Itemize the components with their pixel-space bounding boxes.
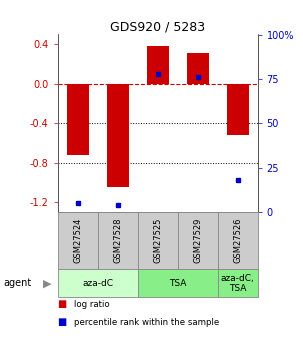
Title: GDS920 / 5283: GDS920 / 5283: [110, 20, 205, 33]
Bar: [187, 53, 208, 84]
Text: aza-dC: aza-dC: [82, 279, 113, 288]
Text: ■: ■: [58, 317, 67, 327]
Text: GSM27526: GSM27526: [233, 218, 242, 263]
Text: percentile rank within the sample: percentile rank within the sample: [74, 318, 219, 327]
Text: aza-dC,
TSA: aza-dC, TSA: [221, 274, 255, 293]
Bar: [147, 46, 168, 84]
Text: GSM27529: GSM27529: [193, 218, 202, 263]
Bar: [67, 84, 88, 155]
Text: GSM27524: GSM27524: [73, 218, 82, 263]
Text: TSA: TSA: [169, 279, 186, 288]
Text: GSM27528: GSM27528: [113, 218, 122, 263]
Bar: [227, 84, 248, 135]
Bar: [107, 84, 128, 187]
Text: GSM27525: GSM27525: [153, 218, 162, 263]
Text: log ratio: log ratio: [74, 300, 110, 309]
Text: ▶: ▶: [43, 278, 51, 288]
Text: ■: ■: [58, 299, 67, 309]
Text: agent: agent: [3, 278, 31, 288]
